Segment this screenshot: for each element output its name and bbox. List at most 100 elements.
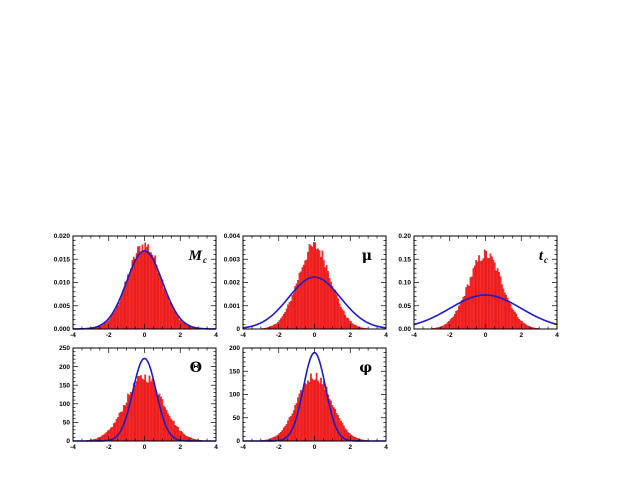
histogram-bar xyxy=(120,297,122,330)
histogram-bar xyxy=(501,284,503,330)
histogram-bar xyxy=(324,267,327,330)
histogram-bar xyxy=(337,298,339,330)
y-tick-label: 0 xyxy=(236,326,240,333)
histogram-bar xyxy=(170,302,172,330)
histogram-bar xyxy=(121,293,124,330)
histogram-bar xyxy=(118,302,121,330)
histogram-bar xyxy=(515,313,518,330)
histogram-bar xyxy=(513,311,516,330)
histogram-bar xyxy=(155,264,158,330)
histogram-bar xyxy=(502,288,505,330)
y-tick-label: 0.10 xyxy=(398,280,411,287)
x-tick-label: -4 xyxy=(411,332,417,339)
histogram-bar xyxy=(290,301,292,330)
histogram-bar xyxy=(125,402,128,442)
histogram-bar xyxy=(138,376,141,442)
histogram-bar xyxy=(523,323,526,330)
histogram-bar xyxy=(310,245,312,330)
histogram-bar xyxy=(318,383,321,442)
histogram-bar xyxy=(110,316,112,330)
histogram-bar xyxy=(310,373,312,442)
histogram-bar xyxy=(509,303,512,330)
histogram-bar xyxy=(496,268,499,330)
histogram-bar xyxy=(160,396,162,442)
y-tick-label: 0.00 xyxy=(398,326,411,333)
y-tick-label: 150 xyxy=(59,382,70,389)
histogram-bars xyxy=(429,249,542,330)
y-tick-label: 50 xyxy=(63,420,71,427)
histogram-bar xyxy=(305,384,308,442)
histogram-bar xyxy=(167,413,169,442)
histogram-bar xyxy=(451,317,453,330)
histogram-bar xyxy=(295,403,298,442)
x-tick-label: -2 xyxy=(276,444,282,451)
histogram-bar xyxy=(495,270,498,330)
histogram-bar xyxy=(508,300,510,330)
panel-1: -4 -2 0 2 4 0.000 0.005 0.010 0.015 0.020 M c xyxy=(54,233,218,339)
y-tick-label: 0.020 xyxy=(54,233,71,240)
histogram-bar xyxy=(300,271,302,330)
histogram-bar xyxy=(142,379,145,442)
histogram-bar xyxy=(304,382,307,442)
histogram-bar xyxy=(302,386,305,442)
x-tick-label: 0 xyxy=(484,332,488,339)
histogram-bar xyxy=(150,252,152,330)
histogram-bar xyxy=(171,307,174,330)
histogram-bar xyxy=(345,317,348,330)
histogram-bar xyxy=(465,287,468,330)
y-tick-label: 0.010 xyxy=(54,280,71,287)
histogram-bar xyxy=(468,285,470,330)
histogram-bar xyxy=(327,271,329,330)
histogram-bar xyxy=(152,257,155,330)
y-tick-label: 0.000 xyxy=(54,326,71,333)
histogram-bar xyxy=(455,311,458,330)
histogram-bar xyxy=(285,308,288,330)
histogram-bar xyxy=(148,375,151,442)
y-tick-label: 0.004 xyxy=(224,233,241,240)
histogram-bar xyxy=(102,324,105,330)
histogram-bar xyxy=(177,316,179,330)
x-tick-label: -4 xyxy=(70,332,76,339)
histogram-bars xyxy=(260,372,369,442)
x-tick-label: 4 xyxy=(555,332,559,339)
y-tick-label: 0.001 xyxy=(224,303,241,310)
histogram-bars xyxy=(260,242,369,330)
panel-5: -4 -2 0 2 4 0 50 100 150 200 φ xyxy=(229,345,388,451)
histogram-bar xyxy=(104,322,107,330)
histogram-bar xyxy=(272,324,275,330)
histogram-bar xyxy=(302,264,305,330)
histogram-bar xyxy=(351,323,354,330)
histogram-bar xyxy=(118,412,121,442)
histogram-bar xyxy=(175,314,178,330)
x-tick-label: 0 xyxy=(143,444,147,451)
histogram-bar xyxy=(101,325,104,330)
histogram-bar xyxy=(294,286,297,330)
histogram-bar xyxy=(142,250,145,330)
histogram-bar xyxy=(155,391,158,442)
histogram-bar xyxy=(122,289,125,330)
x-tick-label: 2 xyxy=(348,332,352,339)
histogram-bar xyxy=(154,388,157,442)
histogram-bar xyxy=(131,392,134,442)
histogram-bar xyxy=(461,299,463,330)
y-tick-label: 0.05 xyxy=(398,303,411,310)
x-tick-label: 4 xyxy=(214,332,218,339)
fit-curve xyxy=(242,276,387,329)
histogram-bar xyxy=(317,380,319,442)
y-tick-label: 0 xyxy=(66,438,70,445)
histogram-bar xyxy=(144,374,147,442)
histogram-bar xyxy=(443,324,446,330)
histogram-bar xyxy=(284,312,287,330)
x-tick-label: -4 xyxy=(70,444,76,451)
panel-label-subscript: c xyxy=(544,255,548,265)
panel-label: μ xyxy=(362,248,372,264)
histogram-bar xyxy=(140,375,142,442)
histogram-bar xyxy=(150,381,152,442)
histogram-bar xyxy=(131,260,134,330)
histogram-bar xyxy=(145,381,148,442)
histogram-bar xyxy=(314,242,317,330)
histogram-bar xyxy=(486,257,489,330)
histogram-bar xyxy=(301,393,304,442)
histogram-bar xyxy=(161,279,164,330)
histogram-bar xyxy=(281,316,284,330)
